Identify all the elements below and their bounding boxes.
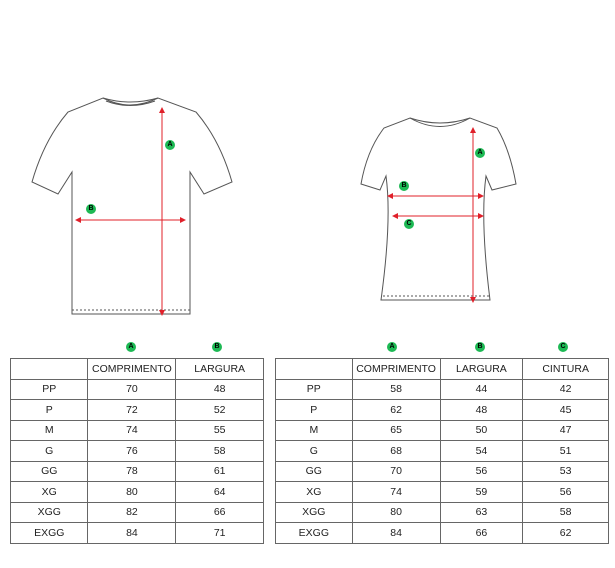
table-row: XGG 82 66 (9, 501, 264, 523)
table-row: GG 70 56 53 (275, 460, 609, 482)
measurement-cell: 59 (439, 481, 524, 503)
size-cell: XGG (9, 501, 89, 523)
column-header (9, 358, 89, 380)
badge-a: A (126, 342, 136, 352)
column-header: LARGURA (439, 358, 524, 380)
measurement-cell: 48 (175, 378, 264, 400)
column-header: CINTURA (522, 358, 609, 380)
size-cell: EXGG (9, 522, 89, 544)
measurement-cell: 70 (87, 378, 177, 400)
header-row: COMPRIMENTO LARGURA (9, 358, 264, 380)
badge-a: A (165, 140, 175, 150)
table-row: XG 80 64 (9, 481, 264, 503)
mens-size-table: COMPRIMENTO LARGURA PP 70 48 P 72 52 M 74 55 G 76 58 G… (9, 358, 264, 544)
size-cell: M (9, 419, 89, 441)
size-cell: M (275, 419, 353, 441)
table-row: P 62 48 45 (275, 399, 609, 421)
size-cell: G (275, 440, 353, 462)
size-cell: XG (9, 481, 89, 503)
measurement-cell: 66 (175, 501, 264, 523)
measurement-cell: 48 (439, 399, 524, 421)
measurement-cell: 62 (522, 522, 609, 544)
column-header: COMPRIMENTO (87, 358, 177, 380)
measurement-cell: 44 (439, 378, 524, 400)
table-row: G 68 54 51 (275, 440, 609, 462)
measurement-cell: 63 (439, 501, 524, 523)
measurement-cell: 58 (175, 440, 264, 462)
table-row: PP 58 44 42 (275, 378, 609, 400)
measurement-cell: 58 (522, 501, 609, 523)
size-cell: P (275, 399, 353, 421)
badge-b: B (86, 204, 96, 214)
table-row: P 72 52 (9, 399, 264, 421)
measurement-cell: 52 (175, 399, 264, 421)
measurement-cell: 53 (522, 460, 609, 482)
table-row: M 65 50 47 (275, 419, 609, 441)
size-cell: G (9, 440, 89, 462)
measurement-cell: 80 (87, 481, 177, 503)
womens-size-table: COMPRIMENTO LARGURA CINTURA PP 58 44 42 P 62 48 45… (275, 358, 609, 544)
table-row: EXGG 84 71 (9, 522, 264, 544)
size-cell: PP (275, 378, 353, 400)
table-row: G 76 58 (9, 440, 264, 462)
badge-a: A (387, 342, 397, 352)
table-row: XGG 80 63 58 (275, 501, 609, 523)
measurement-cell: 76 (87, 440, 177, 462)
measurement-cell: 61 (175, 460, 264, 482)
measurement-cell: 66 (439, 522, 524, 544)
measurement-cell: 82 (87, 501, 177, 523)
measurement-cell: 58 (351, 378, 441, 400)
table-row: XG 74 59 56 (275, 481, 609, 503)
size-cell: PP (9, 378, 89, 400)
size-cell: XG (275, 481, 353, 503)
badge-b: B (475, 342, 485, 352)
measurement-cell: 56 (522, 481, 609, 503)
measurement-cell: 47 (522, 419, 609, 441)
measurement-cell: 74 (351, 481, 441, 503)
measurement-cell: 74 (87, 419, 177, 441)
measurement-cell: 64 (175, 481, 264, 503)
badge-c: C (558, 342, 568, 352)
measurement-cell: 50 (439, 419, 524, 441)
measurement-cell: 78 (87, 460, 177, 482)
measurement-cell: 80 (351, 501, 441, 523)
size-cell: EXGG (275, 522, 353, 544)
table-row: PP 70 48 (9, 378, 264, 400)
measurement-cell: 56 (439, 460, 524, 482)
badge-b: B (399, 181, 409, 191)
womens-arrows (387, 127, 484, 303)
mens-tshirt-outline (31, 97, 233, 315)
measurement-cell: 84 (351, 522, 441, 544)
measurement-cell: 42 (522, 378, 609, 400)
shirt-diagrams (31, 97, 517, 316)
badge-a: A (475, 148, 485, 158)
table-row: EXGG 84 66 62 (275, 522, 609, 544)
measurement-cell: 65 (351, 419, 441, 441)
size-cell: GG (275, 460, 353, 482)
column-header (275, 358, 353, 380)
measurement-cell: 54 (439, 440, 524, 462)
mens-arrows (75, 107, 186, 316)
measurement-cell: 45 (522, 399, 609, 421)
table-row: GG 78 61 (9, 460, 264, 482)
column-header: LARGURA (175, 358, 264, 380)
measurement-cell: 68 (351, 440, 441, 462)
size-cell: GG (9, 460, 89, 482)
column-header: COMPRIMENTO (351, 358, 441, 380)
size-cell: P (9, 399, 89, 421)
measurement-cell: 72 (87, 399, 177, 421)
measurement-cell: 62 (351, 399, 441, 421)
womens-tshirt-outline (360, 117, 517, 301)
measurement-cell: 51 (522, 440, 609, 462)
measurement-cell: 55 (175, 419, 264, 441)
header-row: COMPRIMENTO LARGURA CINTURA (275, 358, 609, 380)
badge-c: C (404, 219, 414, 229)
measurement-cell: 70 (351, 460, 441, 482)
size-cell: XGG (275, 501, 353, 523)
table-row: M 74 55 (9, 419, 264, 441)
badge-b: B (212, 342, 222, 352)
measurement-cell: 71 (175, 522, 264, 544)
measurement-cell: 84 (87, 522, 177, 544)
